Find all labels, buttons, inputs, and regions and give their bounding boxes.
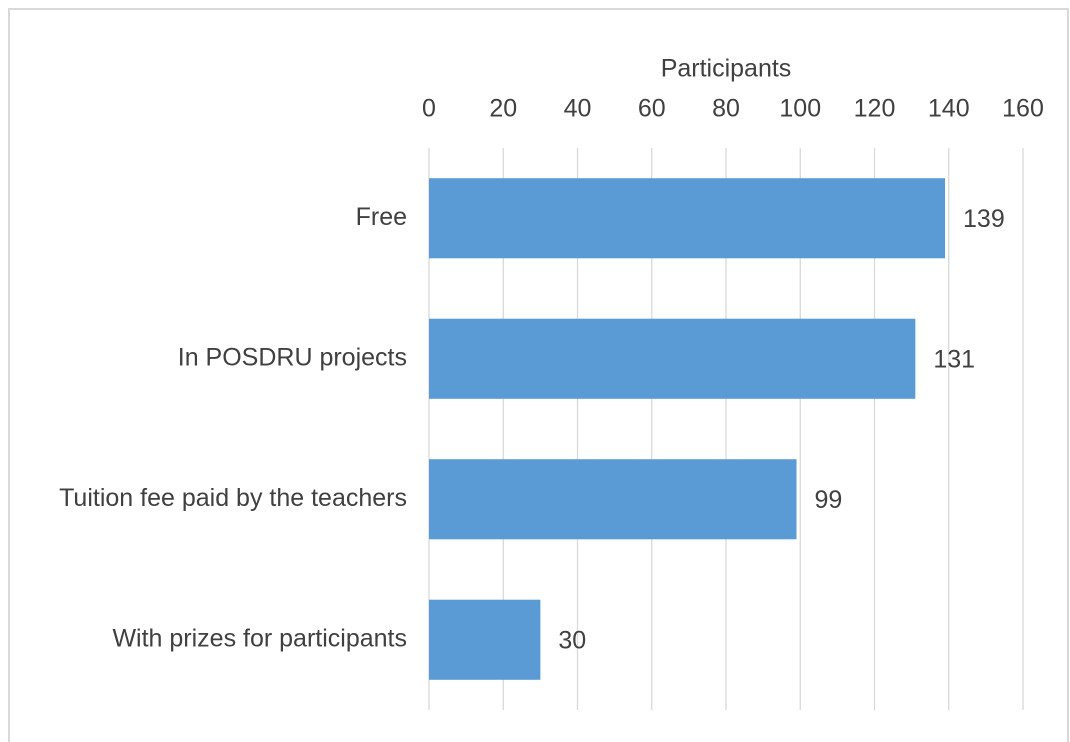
x-tick-label: 40 — [564, 95, 592, 123]
y-tick-label: In POSDRU projects — [178, 343, 407, 371]
y-tick-label: Free — [356, 203, 407, 231]
data-label: 131 — [933, 345, 975, 373]
x-tick-label: 20 — [489, 95, 517, 123]
x-axis-title: Participants — [661, 55, 792, 83]
x-tick-label: 160 — [1002, 95, 1044, 123]
bar — [429, 178, 946, 259]
bar — [429, 318, 916, 399]
x-tick-label: 120 — [854, 95, 896, 123]
x-tick-label: 0 — [422, 95, 436, 123]
x-tick-label: 140 — [928, 95, 970, 123]
data-label: 30 — [558, 626, 586, 654]
x-tick-label: 60 — [638, 95, 666, 123]
data-label: 99 — [815, 486, 843, 514]
y-tick-label: With prizes for participants — [112, 624, 407, 652]
data-label: 139 — [963, 205, 1005, 233]
y-tick-label: Tuition fee paid by the teachers — [59, 484, 407, 512]
x-tick-label: 80 — [712, 95, 740, 123]
bar — [429, 599, 541, 680]
bar — [429, 459, 797, 540]
x-tick-label: 100 — [779, 95, 821, 123]
